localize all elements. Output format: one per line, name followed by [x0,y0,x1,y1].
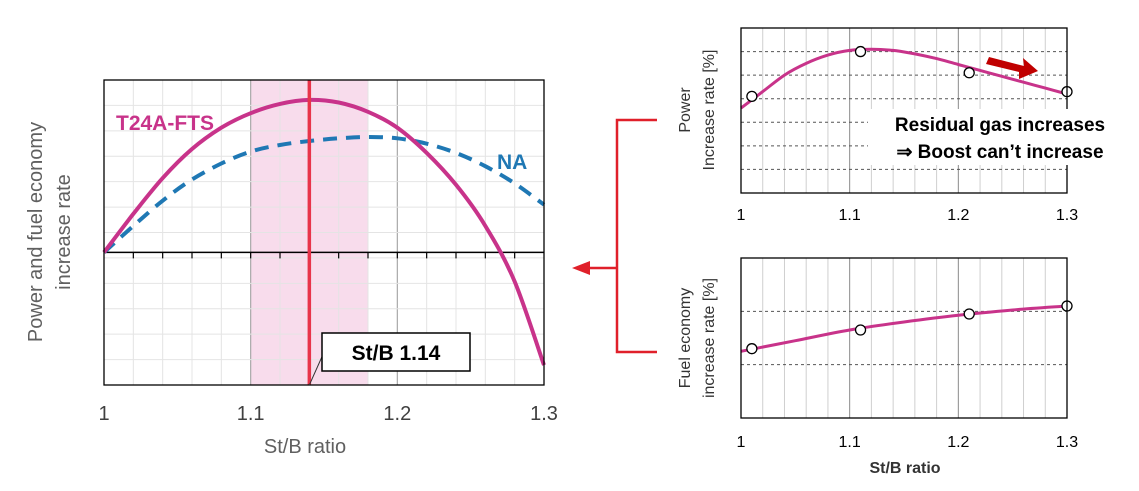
decrease-arrow-icon [986,57,1038,79]
x-tick-label: 1.2 [383,403,411,425]
annotation-line2: ⇒ Boost can’t increase [896,142,1103,163]
marker-label-box [321,332,471,372]
x-tick-label: 1.1 [839,434,861,451]
fuel-grid [741,258,1067,418]
power-chart: Residual gas increases ⇒ Boost can’t inc… [677,27,1130,224]
connector-arrow-head [572,261,590,275]
main-y-axis-label-line1: Power and fuel economy [25,122,47,342]
x-tick-label: 1.1 [237,403,265,425]
marker-label: St/B 1.14 [352,342,441,365]
main-plot-frame [103,79,545,386]
power-y-axis-label-line1: Power [677,87,694,133]
connector [572,118,657,354]
fuel-plot-background [741,258,1067,418]
series-label-na: NA [497,151,527,174]
series-line-t24a-fts [102,97,546,366]
fuel-x-tick-labels: 1 1.1 1.2 1.3 [737,434,1079,451]
series-line-na [102,134,546,254]
power-series-line [740,47,1068,110]
x-tick-label: 1.3 [530,403,558,425]
main-y-axis-label-line2: increase rate [53,174,75,290]
series-label-t24a-fts: T24A-FTS [116,112,214,135]
power-x-tick-labels: 1 1.1 1.2 1.3 [737,207,1079,224]
data-point [854,324,867,336]
annotation-line1: Residual gas increases [895,115,1105,136]
x-tick-label: 1.3 [1056,434,1078,451]
data-point [963,308,975,320]
data-point [746,343,758,355]
annotation-background [868,109,1130,165]
x-tick-label: 1 [98,403,109,425]
fuel-series-line [740,304,1068,353]
data-point [963,67,975,79]
connector-bracket [615,118,657,354]
data-point [854,45,867,58]
fuel-y-axis-label-line1: Fuel economy [677,288,694,389]
x-tick-label: 1 [737,207,746,224]
main-x-axis-label: St/B ratio [264,436,346,458]
x-tick-label: 1.2 [947,207,969,224]
data-point [746,90,758,103]
fuel-y-axis-label-line2: increase rate [%] [701,278,718,398]
x-tick-label: 1 [737,434,746,451]
main-chart: T24A-FTS NA St/B 1.14 1 1.1 1.2 1.3 St/B ra… [25,79,558,458]
fuel-x-axis-label: St/B ratio [869,460,940,477]
fuel-plot-frame [740,257,1068,419]
main-x-tick-labels: 1 1.1 1.2 1.3 [98,403,557,425]
x-tick-label: 1.1 [839,207,861,224]
power-y-axis-label-line2: Increase rate [%] [701,50,718,171]
x-tick-label: 1.3 [1056,207,1078,224]
fuel-economy-chart: 1 1.1 1.2 1.3 St/B ratio Fuel economy incre… [677,257,1079,477]
x-tick-label: 1.2 [947,434,969,451]
